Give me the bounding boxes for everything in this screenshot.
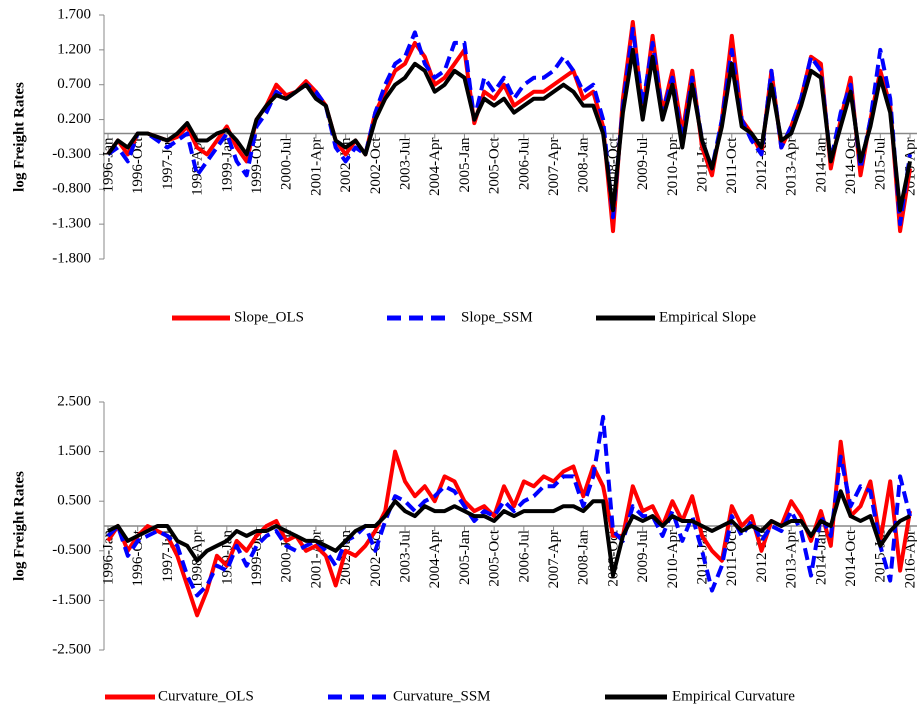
x-tick-label: 2000-Jul xyxy=(279,530,295,583)
y-tick-label: 0.500 xyxy=(57,493,91,509)
legend-label: Empirical Curvature xyxy=(672,688,795,704)
x-tick-label: 2015-Jul xyxy=(873,530,889,583)
y-tick-label: -2.500 xyxy=(52,641,91,657)
x-tick-label: 2008-Jan xyxy=(576,137,592,192)
y-tick-label: -0.500 xyxy=(52,542,91,558)
x-tick-label: 1999-Oct xyxy=(249,137,265,194)
y-tick-label: 1.500 xyxy=(57,443,91,459)
y-axis-label: log Freight Rates xyxy=(11,471,27,581)
x-tick-label: 2009-Jul xyxy=(635,530,651,583)
data-line xyxy=(107,489,911,578)
x-tick-label: 2011-Oct xyxy=(724,529,740,586)
x-tick-label: 2003-Jul xyxy=(397,138,413,191)
x-tick-label: 2007-Apr xyxy=(546,530,562,588)
x-tick-label: 2000-Jul xyxy=(279,138,295,191)
x-tick-label: 1996-Oct xyxy=(130,137,146,194)
x-tick-label: 2008-Jan xyxy=(576,530,592,585)
x-tick-label: 2013-Apr xyxy=(784,530,800,588)
x-tick-label: 2010-Apr xyxy=(665,530,681,588)
x-tick-label: 2013-Apr xyxy=(784,138,800,196)
x-tick-label: 2004-Apr xyxy=(427,138,443,196)
x-tick-label: 2001-Apr xyxy=(308,138,324,196)
x-tick-label: 2005-Jan xyxy=(457,137,473,192)
x-tick-label: 2014-Jan xyxy=(813,137,829,192)
x-tick-label: 2009-Jul xyxy=(635,138,651,191)
y-tick-label: -0.800 xyxy=(52,181,91,197)
x-tick-label: 2006-Jul xyxy=(516,530,532,583)
data-line xyxy=(106,414,912,598)
legend-label: Empirical Slope xyxy=(659,309,756,325)
y-tick-label: 0.700 xyxy=(57,76,91,92)
y-tick-label: -1.800 xyxy=(52,250,91,266)
x-tick-label: 2014-Oct xyxy=(843,529,859,586)
x-tick-label: 2007-Apr xyxy=(546,138,562,196)
x-tick-label: 2014-Oct xyxy=(843,137,859,194)
x-tick-label: 2011-Oct xyxy=(724,137,740,194)
x-tick-label: 2006-Jul xyxy=(516,138,532,191)
x-tick-label: 2002-Oct xyxy=(368,137,384,194)
y-tick-label: 1.700 xyxy=(57,6,91,22)
x-tick-label: 1996-Jan xyxy=(100,530,116,585)
data-line xyxy=(106,47,912,213)
x-tick-label: 2001-Apr xyxy=(308,530,324,588)
legend-label: Slope_OLS xyxy=(234,309,304,325)
y-tick-label: -1.500 xyxy=(52,592,91,608)
chart-panel: log Freight Rates -1.800 -1.300 -0.800 -0.30… xyxy=(11,6,917,325)
y-tick-label: 1.200 xyxy=(57,41,91,57)
x-tick-label: 2005-Jan xyxy=(457,530,473,585)
x-tick-label: 1999-Jan xyxy=(219,137,235,192)
x-tick-label: 1997-Jul xyxy=(160,138,176,191)
x-tick-label: 2010-Apr xyxy=(665,138,681,196)
x-tick-label: 2004-Apr xyxy=(427,530,443,588)
y-axis-label: log Freight Rates xyxy=(11,82,27,192)
x-tick-label: 2005-Oct xyxy=(487,137,503,194)
legend-label: Slope_SSM xyxy=(461,309,533,325)
legend-label: Curvature_OLS xyxy=(158,688,254,704)
y-tick-label: -1.300 xyxy=(52,216,91,232)
y-tick-label: 0.200 xyxy=(57,111,91,127)
x-tick-label: 2003-Jul xyxy=(397,530,413,583)
chart-panel: log Freight Rates -2.500 -1.500 -0.500 0.500… xyxy=(11,393,917,704)
x-tick-label: 2005-Oct xyxy=(487,529,503,586)
legend-label: Curvature_SSM xyxy=(393,688,491,704)
x-tick-label: 2015-Jul xyxy=(873,138,889,191)
y-tick-label: 2.500 xyxy=(57,393,91,409)
y-tick-label: -0.300 xyxy=(52,146,91,162)
